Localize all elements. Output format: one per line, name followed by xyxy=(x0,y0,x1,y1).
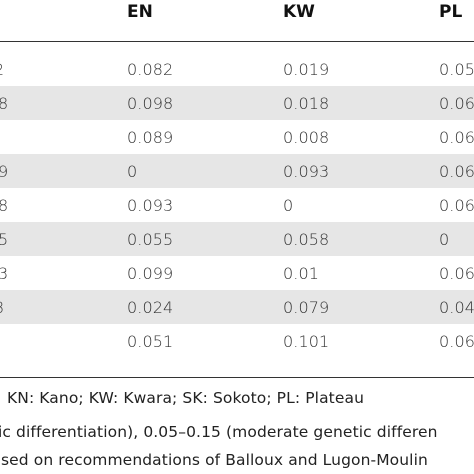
cell-kw: 0.079 xyxy=(283,298,330,317)
cell-en: 0.099 xyxy=(127,264,174,283)
column-header-kw: KW xyxy=(283,2,315,22)
table-row: 89 0 0.093 0.06 xyxy=(0,154,474,188)
table-row: 08 0.093 0 0.06 xyxy=(0,188,474,222)
cell-pl: 0.04 xyxy=(439,298,474,317)
cell-pl: 0.06 xyxy=(439,162,474,181)
cell-pl: 0.06 xyxy=(439,94,474,113)
table-row: 55 0.055 0.058 0 xyxy=(0,222,474,256)
table-row: 18 0.098 0.018 0.06 xyxy=(0,86,474,120)
cell-en: 0.055 xyxy=(127,230,174,249)
row-label: 55 xyxy=(0,230,9,249)
cell-kw: 0 xyxy=(283,196,294,215)
cell-kw: 0.101 xyxy=(283,332,330,351)
footnote-reference: sed on recommendations of Balloux and Lu… xyxy=(1,451,428,469)
cell-en: 0.089 xyxy=(127,128,174,147)
row-label: 8 xyxy=(0,298,4,317)
cell-kw: 0.093 xyxy=(283,162,330,181)
cell-en: 0.093 xyxy=(127,196,174,215)
footnote-differentiation: ic differentiation), 0.05–0.15 (moderate… xyxy=(0,423,438,441)
header-rule xyxy=(0,41,474,42)
cell-pl: 0.05 xyxy=(439,60,474,79)
cell-kw: 0.01 xyxy=(283,264,320,283)
row-label: 08 xyxy=(0,196,9,215)
cell-en: 0.098 xyxy=(127,94,174,113)
table-row: 2 0.082 0.019 0.05 xyxy=(0,52,474,86)
cell-kw: 0.008 xyxy=(283,128,330,147)
footnote-abbreviations: KN: Kano; KW: Kwara; SK: Sokoto; PL: Pla… xyxy=(7,389,365,407)
table-bottom-rule xyxy=(0,377,474,378)
cell-pl: 0 xyxy=(439,230,450,249)
cell-en: 0 xyxy=(127,162,138,181)
cell-kw: 0.058 xyxy=(283,230,330,249)
cell-en: 0.051 xyxy=(127,332,174,351)
cell-pl: 0.06 xyxy=(439,128,474,147)
table-row: 0.089 0.008 0.06 xyxy=(0,120,474,154)
cell-en: 0.024 xyxy=(127,298,174,317)
cell-kw: 0.019 xyxy=(283,60,330,79)
cell-pl: 0.06 xyxy=(439,332,474,351)
row-label: 89 xyxy=(0,162,9,181)
cell-pl: 0.06 xyxy=(439,196,474,215)
table-row: 13 0.099 0.01 0.06 xyxy=(0,256,474,290)
column-header-en: EN xyxy=(127,2,153,22)
table-row: 8 0.024 0.079 0.04 xyxy=(0,290,474,324)
row-label: 18 xyxy=(0,94,9,113)
column-header-pl: PL xyxy=(439,2,463,22)
cell-kw: 0.018 xyxy=(283,94,330,113)
cell-pl: 0.06 xyxy=(439,264,474,283)
row-label: 2 xyxy=(0,60,4,79)
row-label: 13 xyxy=(0,264,9,283)
table-row: 0.051 0.101 0.06 xyxy=(0,324,474,358)
cell-en: 0.082 xyxy=(127,60,174,79)
